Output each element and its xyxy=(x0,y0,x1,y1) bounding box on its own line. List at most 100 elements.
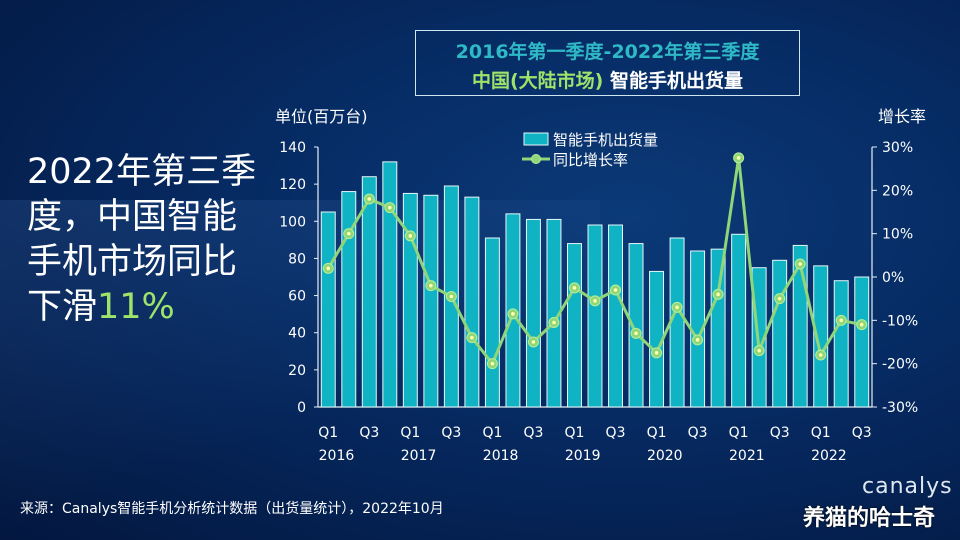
x-year-label: 2016 xyxy=(319,448,355,464)
bar xyxy=(772,259,788,408)
bar xyxy=(464,196,480,408)
x-tick-label: Q3 xyxy=(606,425,626,441)
x-tick-label: Q1 xyxy=(729,425,749,441)
bar xyxy=(341,191,357,408)
bar xyxy=(567,243,582,408)
x-tick-label: Q3 xyxy=(852,425,872,441)
chart-title-region: 中国(大陆市场) xyxy=(471,70,604,92)
legend-line-marker xyxy=(531,154,541,164)
growth-point-center xyxy=(859,322,864,327)
growth-point-center xyxy=(346,231,351,236)
bar xyxy=(669,237,685,408)
x-year-label: 2021 xyxy=(729,448,765,464)
y-left-tick-label: 100 xyxy=(279,214,306,230)
x-tick-label: Q1 xyxy=(565,425,585,441)
bar xyxy=(833,280,849,408)
growth-point-center xyxy=(634,331,638,336)
legend-bar-swatch xyxy=(523,132,549,146)
headline: 2022年第三季度，中国智能手机市场同比下滑11% xyxy=(27,150,257,330)
x-tick-label: Q3 xyxy=(441,425,461,441)
x-year-label: 2020 xyxy=(647,448,683,464)
x-year-label: 2022 xyxy=(811,448,847,464)
chart-title-line1: 2016年第一季度-2022年第三季度 xyxy=(455,41,760,63)
source-footer: 来源：Canalys智能手机分析统计数据（出货量统计），2022年10月 xyxy=(20,501,444,517)
y-left-tick-label: 0 xyxy=(297,400,306,416)
chart-title-box: 2016年第一季度-2022年第三季度 中国(大陆市场) 智能手机出货量 xyxy=(415,30,800,96)
growth-point-center xyxy=(388,205,392,210)
bar xyxy=(813,265,829,408)
growth-point-center xyxy=(716,292,720,297)
x-year-label: 2019 xyxy=(565,448,601,464)
y-right-tick-label: -30% xyxy=(882,400,918,416)
growth-point-center xyxy=(429,283,433,288)
bar xyxy=(423,194,439,408)
canalys-logo: canalys xyxy=(862,474,953,499)
growth-point-center xyxy=(839,318,844,323)
y-right-tick-label: 0% xyxy=(882,270,904,286)
bar xyxy=(525,218,541,408)
y-right-tick-label: -20% xyxy=(882,357,918,373)
y-right-tick-label: -10% xyxy=(882,313,918,329)
x-year-label: 2017 xyxy=(401,448,437,464)
headline-text: 2022年第三季度，中国智能手机市场同比下滑 xyxy=(27,152,257,327)
x-tick-label: Q3 xyxy=(523,425,543,441)
growth-point-center xyxy=(593,299,597,303)
growth-point-center xyxy=(736,156,741,160)
growth-point-center xyxy=(470,335,474,340)
growth-point-center xyxy=(552,320,556,325)
x-tick-label: Q1 xyxy=(400,425,420,441)
y-left-tick-label: 80 xyxy=(288,251,306,267)
bar xyxy=(361,176,377,408)
chart-title-metric: 智能手机出货量 xyxy=(609,70,743,92)
y-right-tick-label: 30% xyxy=(882,140,913,156)
y-right-label: 增长率 xyxy=(878,107,927,126)
bar xyxy=(320,211,336,408)
y-left-tick-label: 140 xyxy=(279,140,306,156)
y-left-label: 单位(百万台) xyxy=(275,107,368,126)
y-right-tick-label: 10% xyxy=(882,227,913,243)
growth-point-center xyxy=(675,305,679,310)
y-left-tick-label: 60 xyxy=(288,289,306,305)
headline-highlight: 11% xyxy=(97,287,175,327)
bar xyxy=(854,276,870,408)
bar xyxy=(484,237,500,408)
legend-line-label: 同比增长率 xyxy=(553,151,628,169)
growth-point-center xyxy=(490,361,495,366)
y-left-tick-label: 40 xyxy=(288,326,306,342)
bar xyxy=(731,233,747,408)
x-tick-label: Q3 xyxy=(688,425,708,441)
chart-title-line2: 中国(大陆市场) 智能手机出货量 xyxy=(416,66,799,93)
growth-point-center xyxy=(654,351,659,355)
x-tick-label: Q1 xyxy=(318,425,338,441)
growth-point-center xyxy=(695,338,700,342)
bar xyxy=(608,224,623,408)
growth-point-center xyxy=(511,312,515,316)
growth-point-center xyxy=(572,286,577,290)
x-tick-label: Q3 xyxy=(359,425,379,441)
y-left-tick-label: 20 xyxy=(288,363,306,379)
growth-point-center xyxy=(367,197,372,201)
bar xyxy=(628,243,644,408)
x-year-label: 2018 xyxy=(483,448,519,464)
growth-point-center xyxy=(449,294,454,299)
bar xyxy=(382,161,398,408)
growth-point-center xyxy=(757,348,761,353)
legend-bar-label: 智能手机出货量 xyxy=(553,131,658,149)
growth-point-center xyxy=(798,262,802,266)
growth-point-center xyxy=(818,353,823,357)
x-tick-label: Q1 xyxy=(647,425,667,441)
watermark: 养猫的哈士奇 xyxy=(803,506,936,531)
growth-point-center xyxy=(326,266,331,271)
bar xyxy=(710,248,726,408)
growth-point-center xyxy=(531,340,536,344)
growth-point-center xyxy=(408,234,413,238)
x-tick-label: Q1 xyxy=(482,425,502,441)
x-tick-label: Q1 xyxy=(811,425,831,441)
bar xyxy=(402,192,418,408)
y-left-tick-label: 120 xyxy=(279,177,306,193)
y-right-tick-label: 20% xyxy=(882,183,913,199)
x-tick-label: Q3 xyxy=(770,425,790,441)
growth-point-center xyxy=(613,288,618,292)
growth-point-center xyxy=(777,296,782,301)
